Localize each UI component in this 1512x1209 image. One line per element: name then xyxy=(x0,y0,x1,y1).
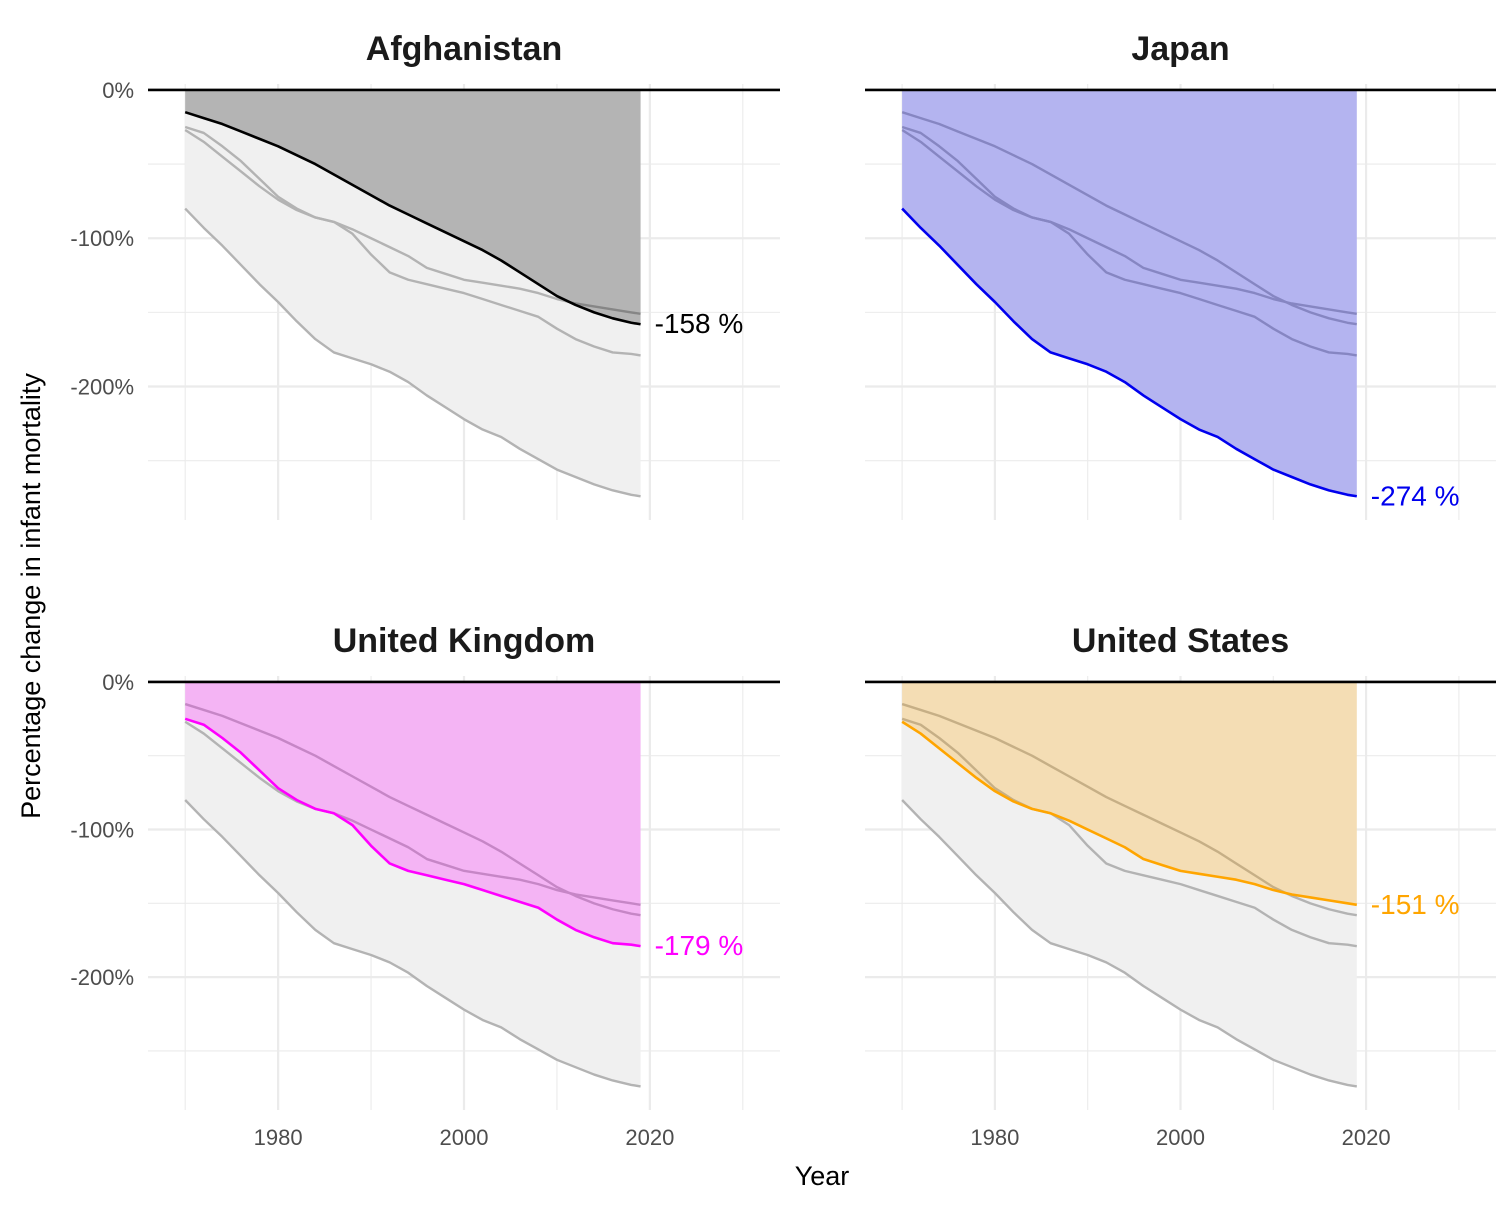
y-tick-label: 0% xyxy=(102,78,134,103)
panel-afghanistan: Afghanistan -158 % 0% -100% -200% xyxy=(70,30,780,520)
series-line-united-states-highlight xyxy=(901,720,1358,907)
series-line-united-kingdom xyxy=(184,125,641,357)
highlight-area xyxy=(185,681,641,947)
series-line-united-states xyxy=(184,720,641,906)
y-tick-label: -100% xyxy=(70,226,134,251)
series-line-united-kingdom xyxy=(901,717,1357,948)
end-label: -274 % xyxy=(1371,480,1460,511)
range-band xyxy=(185,89,641,497)
series-line-united-states xyxy=(901,128,1357,316)
series-line-japan xyxy=(901,799,1357,1088)
panel-title: Afghanistan xyxy=(366,30,562,68)
panel-title: United States xyxy=(1072,622,1289,660)
series-line-japan xyxy=(184,799,641,1088)
y-tick-label: 0% xyxy=(102,670,134,695)
x-tick-label: 2000 xyxy=(1156,1125,1205,1150)
series-line-japan-highlight xyxy=(901,207,1358,498)
x-tick-label: 1980 xyxy=(254,1125,303,1150)
range-band xyxy=(185,681,641,1087)
series-line-japan xyxy=(184,207,641,498)
highlight-area xyxy=(902,681,1357,905)
panel-japan: Japan -274 % xyxy=(865,30,1496,520)
x-axis-title: Year xyxy=(795,1161,850,1191)
panel-united-kingdom: United Kingdom -179 % 0% -100% -200% 1980 2000… xyxy=(70,622,780,1150)
series-line-united-kingdom xyxy=(901,125,1357,357)
end-label: -151 % xyxy=(1371,889,1460,920)
panel-title: Japan xyxy=(1131,30,1229,68)
y-tick-label: -200% xyxy=(70,965,134,990)
y-tick-label: -200% xyxy=(70,375,134,400)
x-tick-label: 2020 xyxy=(1342,1125,1391,1150)
x-tick-label: 2020 xyxy=(625,1125,674,1150)
panel-united-states: United States -151 % 1980 2000 2020 xyxy=(865,622,1496,1150)
series-line-afghanistan-highlight xyxy=(184,110,641,326)
end-label: -158 % xyxy=(655,308,744,339)
y-tick-label: -100% xyxy=(70,818,134,843)
series-line-united-kingdom-highlight xyxy=(184,717,641,948)
x-tick-label: 2000 xyxy=(440,1125,489,1150)
range-band xyxy=(902,89,1357,497)
y-axis-title: Percentage change in infant mortality xyxy=(16,373,46,819)
highlight-area xyxy=(185,89,641,325)
highlight-area xyxy=(902,89,1357,497)
range-band xyxy=(902,681,1357,1087)
end-label: -179 % xyxy=(655,930,744,961)
panel-title: United Kingdom xyxy=(333,622,596,660)
x-tick-label: 1980 xyxy=(970,1125,1019,1150)
